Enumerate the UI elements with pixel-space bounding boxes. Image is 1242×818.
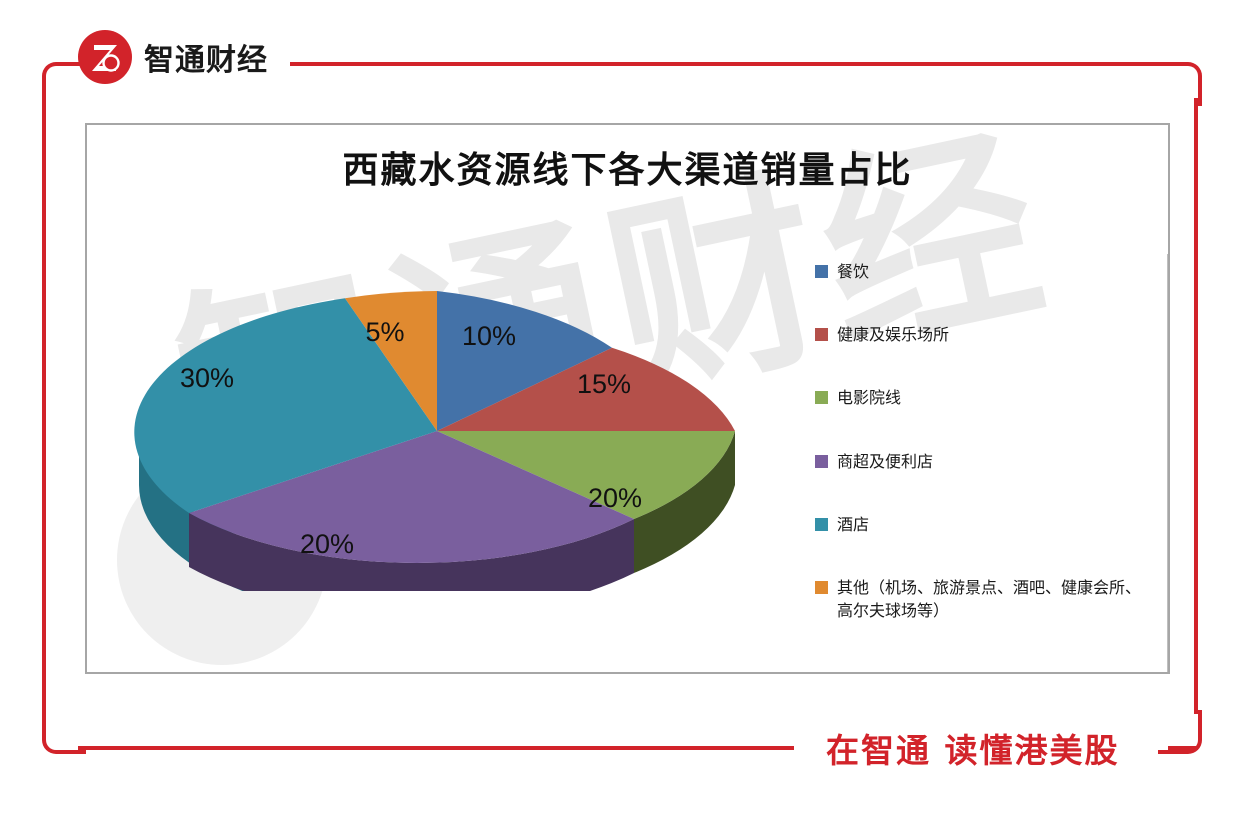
frame-edge-bottom-right-segment <box>1168 746 1198 750</box>
legend-label: 餐饮 <box>837 262 870 281</box>
footer-tagline: 在智通 读懂港美股 <box>826 731 1120 770</box>
pie-label-3: 20% <box>300 529 354 559</box>
zhitong-z-logo-icon <box>78 30 132 84</box>
legend-label: 商超及便利店 <box>837 451 934 471</box>
pie-label-5: 5% <box>365 317 404 347</box>
legend-swatch-icon <box>815 328 828 342</box>
frame-edge-left <box>42 98 46 714</box>
chart-legend: 餐饮 健康及娱乐场所 电影院线 商超及便利店 酒店 其他（机场、旅游景点、酒吧、… <box>815 254 1168 672</box>
legend-label: 酒店 <box>837 514 870 534</box>
legend-swatch-icon <box>815 580 828 594</box>
pie-label-0: 10% <box>462 321 516 351</box>
legend-item-4[interactable]: 酒店 <box>815 513 1155 536</box>
legend-item-5[interactable]: 其他（机场、旅游景点、酒吧、健康会所、高尔夫球场等） <box>815 576 1155 622</box>
pie-label-4: 30% <box>180 363 234 393</box>
pie-3d-depth <box>139 431 735 591</box>
brand-name: 智通财经 <box>144 43 268 78</box>
legend-swatch-icon <box>815 265 828 278</box>
pie-chart: 10% 15% 20% 20% 30% 5% <box>117 235 757 635</box>
chart-card: 智通财经 西藏水资源线下各大渠道销量占比 <box>85 123 1170 674</box>
pie-label-1: 15% <box>577 369 631 399</box>
frame-edge-top-right-segment <box>290 62 1162 66</box>
legend-item-0[interactable]: 餐饮 <box>815 260 1155 283</box>
legend-swatch-icon <box>815 517 828 531</box>
frame-corner-top-right <box>1158 62 1202 106</box>
frame-corner-bottom-left <box>42 710 86 754</box>
pie-top-face <box>134 291 735 563</box>
legend-item-2[interactable]: 电影院线 <box>815 386 1155 409</box>
chart-title: 西藏水资源线下各大渠道销量占比 <box>342 149 913 191</box>
legend-item-1[interactable]: 健康及娱乐场所 <box>815 323 1155 346</box>
legend-swatch-icon <box>815 391 828 405</box>
legend-label: 电影院线 <box>837 388 902 408</box>
legend-label: 其他（机场、旅游景点、酒吧、健康会所、高尔夫球场等） <box>837 577 1142 621</box>
frame-edge-right <box>1194 98 1198 714</box>
pie-label-2: 20% <box>588 483 642 513</box>
legend-item-3[interactable]: 商超及便利店 <box>815 450 1155 473</box>
legend-divider <box>1167 254 1168 672</box>
frame-corner-bottom-right <box>1158 710 1202 754</box>
frame-corner-top-left <box>42 62 86 106</box>
frame-edge-bottom-left-segment <box>78 746 794 750</box>
legend-swatch-icon <box>815 454 828 468</box>
brand-header: 智通财经 <box>78 30 268 84</box>
legend-label: 健康及娱乐场所 <box>837 325 950 345</box>
